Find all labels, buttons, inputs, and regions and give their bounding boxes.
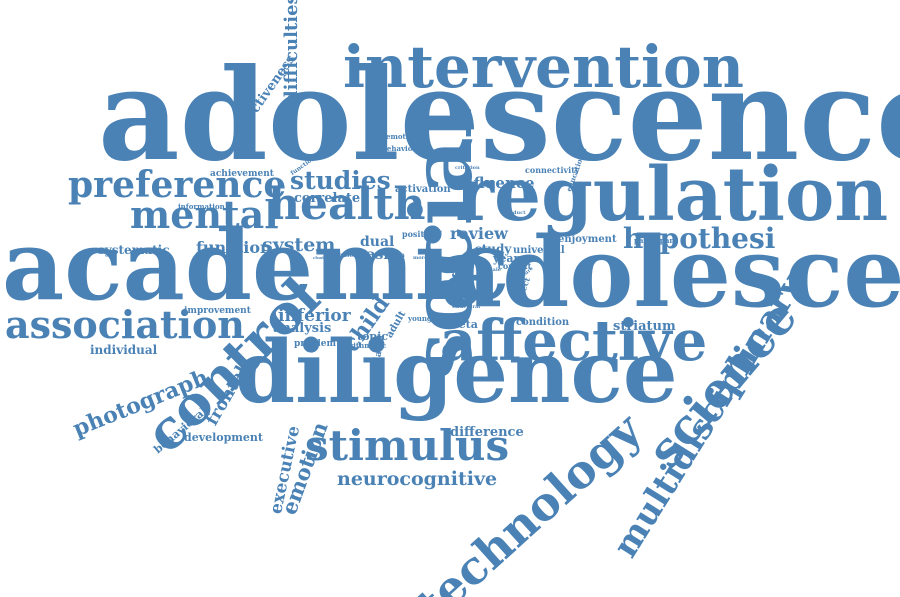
word-improvement: improvement — [184, 306, 251, 316]
word-activation: activation — [395, 184, 451, 195]
word-striatum: striatum — [613, 319, 676, 334]
word-criterion: criterion — [455, 165, 480, 171]
word-data: data — [390, 252, 405, 259]
word-academic: academic — [2, 209, 510, 322]
word-cluster: cluster — [313, 255, 329, 260]
word-association: association — [5, 302, 245, 347]
word-conduct: conduct — [503, 210, 526, 216]
word-more: more — [413, 255, 428, 261]
word-regulation: regulation — [455, 152, 889, 238]
word-analysis: analysis — [273, 321, 332, 336]
word-correlate: correlate — [294, 191, 361, 206]
word-task: task — [360, 247, 394, 263]
word-studies: studies — [290, 166, 391, 195]
word-individual: individual — [90, 343, 158, 357]
word-inferior: inferior — [278, 306, 351, 326]
word-participant: participant — [634, 236, 678, 245]
word-review: review — [450, 224, 508, 243]
word-hypothesi: hypothesi — [623, 222, 776, 255]
word-achievement: achievement — [210, 169, 274, 179]
word-enjoyment: enjoyment — [558, 234, 617, 245]
word-intervention: intervention — [343, 33, 744, 101]
word-universal: universal — [513, 245, 565, 256]
word-positive: positive — [402, 229, 437, 239]
word-influence: influence — [457, 174, 535, 192]
word-mental: mental — [130, 192, 279, 237]
word-development: development — [184, 431, 264, 444]
word-female: female — [482, 267, 501, 273]
word-neurocognitive: neurocognitive — [337, 468, 498, 490]
word-adolescent: adolescent — [440, 216, 900, 329]
word-year: year — [493, 252, 520, 265]
word-based: based — [338, 252, 358, 259]
word-condition: condition — [516, 317, 570, 328]
word-topic: topic — [357, 330, 388, 343]
word-behaviour: behaviour — [382, 144, 422, 153]
word-function: function — [196, 238, 272, 257]
word-problem: problem — [294, 339, 336, 349]
word-connectivity: connectivity — [525, 165, 580, 175]
word-structural: structural — [452, 304, 481, 310]
word-diligence: diligence — [235, 322, 678, 423]
word-young: young — [408, 314, 432, 323]
word-preference: preference — [68, 164, 287, 206]
word-difference: difference — [450, 425, 524, 440]
word-emotional: emotional — [386, 132, 426, 141]
word-stimulus: stimulus — [305, 421, 510, 470]
word-affective: affective — [440, 308, 708, 374]
word-dual: dual — [360, 234, 395, 250]
word-health: health — [268, 179, 426, 230]
word-information: information — [178, 202, 225, 211]
word-context: context — [498, 261, 532, 271]
word-arithmetic: arithmetic — [345, 341, 387, 350]
word-system: system — [262, 234, 336, 256]
word-meta: meta — [447, 318, 478, 331]
word-study: study — [475, 242, 512, 256]
word-systematic: systematic — [98, 243, 170, 257]
word-adolescence: adolescence — [98, 41, 900, 189]
